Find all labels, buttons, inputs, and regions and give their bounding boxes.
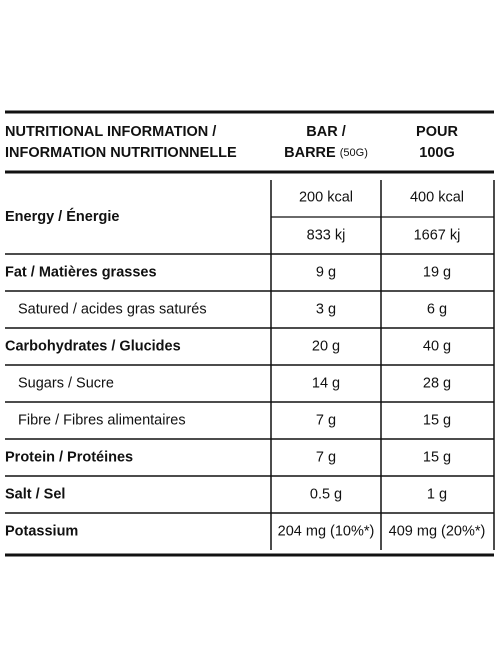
value-cell: 400 kcal [410,189,464,205]
value-cell: 15 g [423,412,451,428]
value-cell: 0.5 g [310,486,342,502]
row-label: Fat / Matières grasses [5,264,157,280]
value-cell: 200 kcal [299,189,353,205]
column-header: BAR / [306,124,345,140]
value-cell: 204 mg (10%*) [278,523,375,539]
value-cell: 28 g [423,375,451,391]
value-cell: 3 g [316,301,336,317]
column-header: BARRE [284,145,336,161]
header-title: INFORMATION NUTRITIONNELLE [5,145,237,161]
value-cell: 409 mg (20%*) [389,523,486,539]
value-cell: 833 kj [307,227,346,243]
row-label: Fibre / Fibres alimentaires [18,412,186,428]
header-title: NUTRITIONAL INFORMATION / [5,124,216,140]
column-unit: (50G) [340,147,368,159]
column-header: 100G [419,145,454,161]
value-cell: 1667 kj [414,227,461,243]
column-header: POUR [416,124,458,140]
row-label: Sugars / Sucre [18,375,114,391]
value-cell: 14 g [312,375,340,391]
value-cell: 19 g [423,264,451,280]
value-cell: 20 g [312,338,340,354]
column-header: BARRE (50G) [284,145,368,161]
row-label: Protein / Protéines [5,449,133,465]
value-cell: 9 g [316,264,336,280]
value-cell: 1 g [427,486,447,502]
row-label: Potassium [5,523,78,539]
value-cell: 40 g [423,338,451,354]
value-cell: 7 g [316,412,336,428]
row-label: Energy / Énergie [5,208,119,225]
value-cell: 7 g [316,449,336,465]
value-cell: 6 g [427,301,447,317]
row-label: Salt / Sel [5,486,65,502]
row-label: Satured / acides gras saturés [18,301,207,317]
row-label: Carbohydrates / Glucides [5,338,181,354]
value-cell: 15 g [423,449,451,465]
